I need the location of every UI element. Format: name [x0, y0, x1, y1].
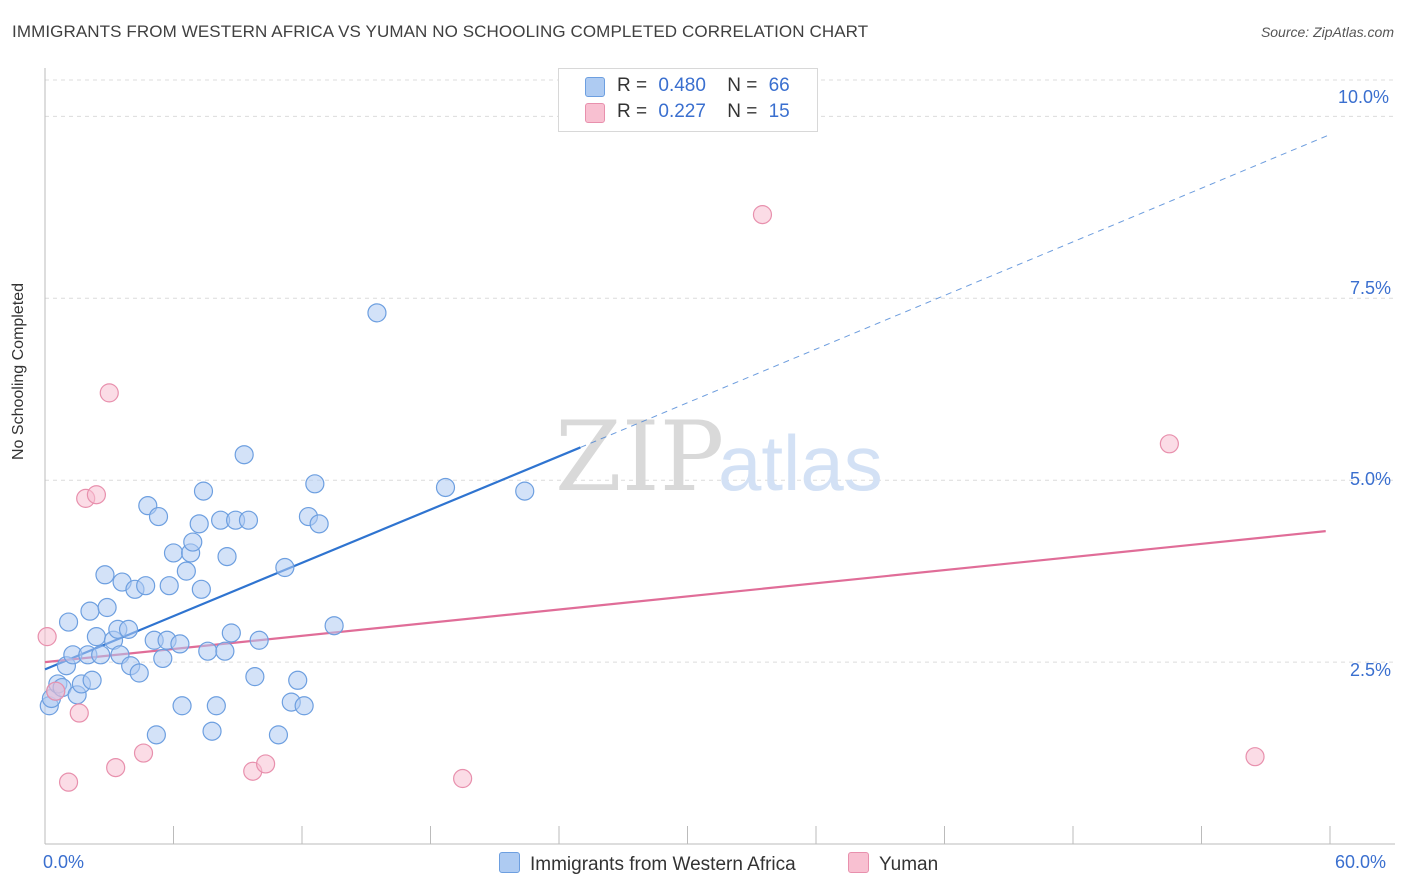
watermark-atlas: atlas	[718, 419, 883, 507]
point-western-africa	[80, 601, 100, 621]
point-western-africa	[288, 670, 308, 690]
legend-label-yuman: Yuman	[879, 854, 939, 875]
gridlines	[45, 79, 1395, 663]
source-credit: Source: ZipAtlas.com	[1260, 24, 1394, 40]
point-yuman	[69, 703, 89, 723]
point-yuman	[106, 757, 126, 778]
point-western-africa	[234, 445, 254, 465]
point-western-africa	[221, 623, 241, 643]
point-yuman	[752, 205, 773, 225]
point-western-africa	[309, 514, 329, 534]
data-points	[37, 205, 1265, 792]
point-western-africa	[118, 619, 139, 639]
legend-n-value: 66	[768, 75, 790, 96]
point-western-africa	[202, 721, 222, 741]
pink-swatch	[585, 103, 605, 123]
watermark-zip: ZIP	[555, 401, 724, 513]
correlation-legend: R = 0.480 N = 66 R = 0.227 N = 15	[558, 68, 818, 132]
point-western-africa	[275, 557, 295, 578]
point-western-africa	[198, 641, 218, 661]
y-tick-2-5: 2.5%	[1350, 660, 1392, 680]
x-tick-max: 60.0%	[1335, 852, 1387, 872]
legend-item-western-africa: Immigrants from Western Africa	[499, 852, 796, 876]
point-western-africa	[146, 725, 166, 745]
legend-item-yuman: Yuman	[848, 852, 938, 876]
point-western-africa	[153, 648, 173, 669]
point-yuman	[255, 754, 276, 774]
point-western-africa	[176, 561, 196, 581]
blue-swatch	[499, 852, 520, 873]
point-western-africa	[515, 481, 535, 501]
pink-swatch	[848, 852, 869, 873]
point-yuman	[1245, 747, 1265, 767]
point-yuman	[453, 768, 473, 789]
y-tick-5-0: 5.0%	[1350, 469, 1392, 489]
y-axis-label: No Schooling Completed	[10, 283, 27, 460]
axes	[44, 68, 1395, 845]
point-western-africa	[172, 696, 192, 716]
y-tick-10-0: 10.0%	[1338, 87, 1390, 107]
point-western-africa	[148, 506, 169, 527]
legend-r-label: R =	[617, 75, 648, 96]
point-western-africa	[294, 696, 314, 716]
point-western-africa	[82, 670, 102, 690]
legend-n-label: N =	[727, 75, 758, 96]
point-yuman	[46, 681, 66, 701]
legend-label-western-africa: Immigrants from Western Africa	[530, 854, 796, 875]
point-yuman	[133, 743, 154, 763]
point-western-africa	[206, 696, 226, 716]
legend-n-value: 15	[768, 101, 790, 122]
point-western-africa	[249, 630, 269, 650]
point-western-africa	[238, 510, 259, 530]
point-western-africa	[268, 725, 289, 745]
legend-n-label: N =	[727, 101, 758, 122]
point-yuman	[58, 772, 79, 792]
point-western-africa	[136, 576, 156, 596]
point-western-africa	[183, 532, 203, 552]
point-western-africa	[367, 303, 387, 323]
point-western-africa	[193, 481, 214, 501]
point-western-africa	[163, 543, 184, 563]
legend-r-value: 0.227	[658, 101, 706, 122]
trend-extension-western-africa	[580, 134, 1331, 448]
trend-line-yuman	[44, 530, 1326, 664]
point-yuman	[99, 383, 119, 403]
y-tick-7-5: 7.5%	[1350, 278, 1392, 298]
point-yuman	[37, 627, 57, 647]
point-western-africa	[324, 616, 344, 636]
legend-r-value: 0.480	[658, 75, 706, 96]
point-western-africa	[58, 612, 79, 632]
point-western-africa	[91, 645, 111, 665]
point-western-africa	[305, 474, 325, 494]
point-western-africa	[245, 667, 265, 687]
blue-swatch	[585, 77, 605, 97]
point-western-africa	[170, 634, 190, 654]
point-yuman	[1159, 434, 1179, 454]
chart-title: IMMIGRANTS FROM WESTERN AFRICA VS YUMAN …	[12, 22, 869, 41]
point-yuman	[86, 485, 107, 505]
point-western-africa	[189, 514, 209, 534]
point-western-africa	[191, 579, 211, 599]
point-western-africa	[86, 627, 107, 647]
point-western-africa	[215, 641, 235, 661]
point-western-africa	[435, 477, 456, 498]
point-western-africa	[217, 546, 237, 567]
point-western-africa	[159, 576, 179, 596]
point-western-africa	[129, 663, 149, 683]
point-western-africa	[95, 565, 115, 585]
x-tick-min: 0.0%	[43, 852, 85, 872]
legend-r-label: R =	[617, 101, 648, 122]
point-western-africa	[97, 597, 117, 618]
